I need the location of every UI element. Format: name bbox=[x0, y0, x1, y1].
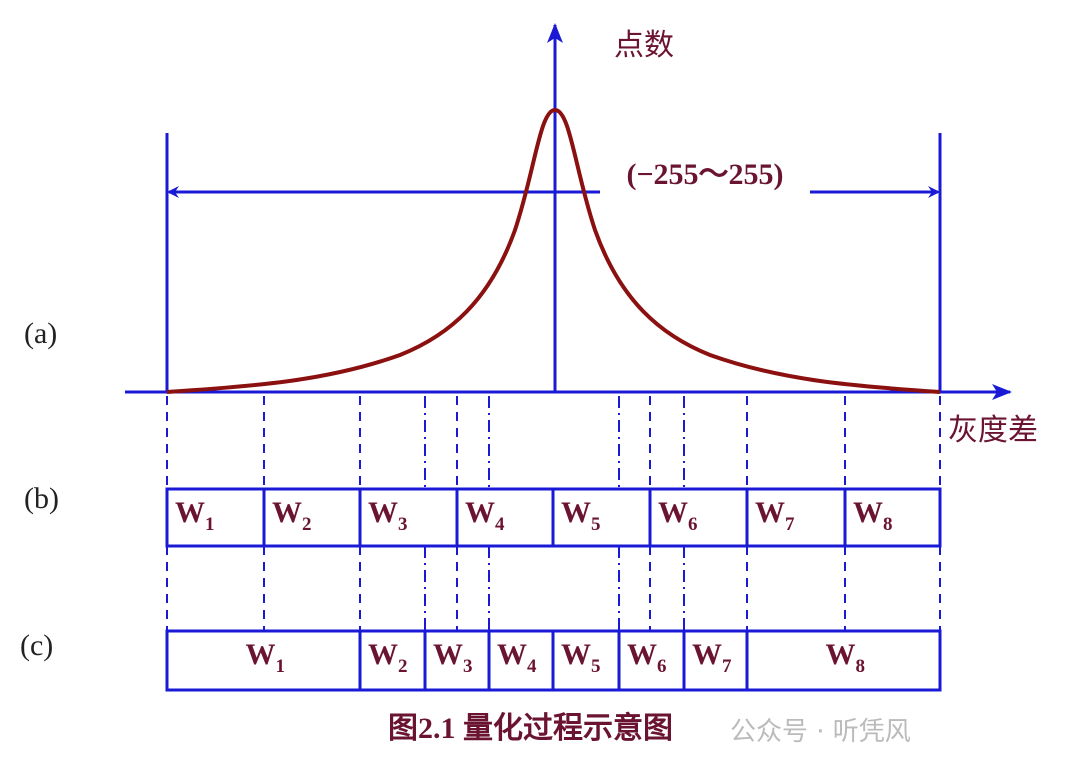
cell-subscript: 5 bbox=[591, 656, 601, 677]
cell-letter: W bbox=[627, 638, 657, 671]
cell-label: W8 bbox=[826, 638, 866, 677]
cell-label: W8 bbox=[853, 496, 893, 535]
cell-letter: W bbox=[853, 496, 883, 529]
caption: 图2.1 量化过程示意图 bbox=[388, 711, 673, 745]
range-label: (−255～255) bbox=[626, 158, 783, 191]
cell-subscript: 5 bbox=[591, 514, 601, 535]
cell-subscript: 8 bbox=[883, 514, 893, 535]
cell-subscript: 3 bbox=[463, 656, 473, 677]
cell bbox=[617, 629, 686, 692]
cell-subscript: 6 bbox=[657, 656, 667, 677]
distribution-curve bbox=[166, 107, 941, 394]
cell-label: W3 bbox=[433, 638, 473, 677]
cell bbox=[745, 487, 847, 548]
cell-letter: W bbox=[246, 638, 276, 671]
cell-subscript: 4 bbox=[527, 656, 537, 677]
cell-letter: W bbox=[175, 496, 205, 529]
cell bbox=[551, 487, 652, 548]
cell-subscript: 6 bbox=[688, 514, 698, 535]
cell-letter: W bbox=[826, 638, 856, 671]
cell-letter: W bbox=[368, 638, 398, 671]
cell-subscript: 7 bbox=[785, 514, 795, 535]
row-label: (a) bbox=[24, 317, 57, 350]
cell bbox=[745, 629, 942, 692]
cell-letter: W bbox=[658, 496, 688, 529]
cell-label: W2 bbox=[272, 496, 312, 535]
cell-letter: W bbox=[465, 496, 495, 529]
cell-letter: W bbox=[497, 638, 527, 671]
cell-subscript: 7 bbox=[722, 656, 732, 677]
row-label: (c) bbox=[20, 629, 53, 662]
watermark: 公众号 · 听凭风 bbox=[730, 717, 911, 747]
cell-label: W5 bbox=[561, 496, 601, 535]
cell bbox=[165, 487, 266, 548]
cell-subscript: 2 bbox=[302, 514, 312, 535]
cell-letter: W bbox=[692, 638, 722, 671]
cell bbox=[262, 487, 362, 548]
cell bbox=[551, 629, 621, 692]
row-label: (b) bbox=[24, 482, 59, 515]
cell-letter: W bbox=[433, 638, 463, 671]
cell-subscript: 1 bbox=[205, 514, 215, 535]
y-axis-label: 点数 bbox=[614, 28, 674, 63]
cell-letter: W bbox=[272, 496, 302, 529]
cell-label: W1 bbox=[175, 496, 215, 535]
cell bbox=[843, 487, 942, 548]
cell bbox=[358, 487, 459, 548]
cell-label: W5 bbox=[561, 638, 601, 677]
cell-label: W3 bbox=[368, 496, 408, 535]
cell bbox=[648, 487, 749, 548]
cell-label: W6 bbox=[658, 496, 698, 535]
cell-subscript: 4 bbox=[495, 514, 505, 535]
cell-letter: W bbox=[561, 496, 591, 529]
cell-subscript: 8 bbox=[856, 656, 866, 677]
cell-label: W4 bbox=[465, 496, 505, 535]
cell-label: W6 bbox=[627, 638, 667, 677]
cell-subscript: 2 bbox=[398, 656, 408, 677]
cell bbox=[358, 629, 427, 692]
cell-letter: W bbox=[561, 638, 591, 671]
cell-label: W7 bbox=[692, 638, 732, 677]
cell-label: W7 bbox=[755, 496, 795, 535]
cell-label: W4 bbox=[497, 638, 537, 677]
cell-label: W2 bbox=[368, 638, 408, 677]
cell-subscript: 3 bbox=[398, 514, 408, 535]
cell-letter: W bbox=[755, 496, 785, 529]
cell-subscript: 1 bbox=[276, 656, 286, 677]
cell-letter: W bbox=[368, 496, 398, 529]
cell bbox=[423, 629, 491, 692]
cell-label: W1 bbox=[246, 638, 286, 677]
x-axis-label: 灰度差 bbox=[948, 413, 1038, 448]
